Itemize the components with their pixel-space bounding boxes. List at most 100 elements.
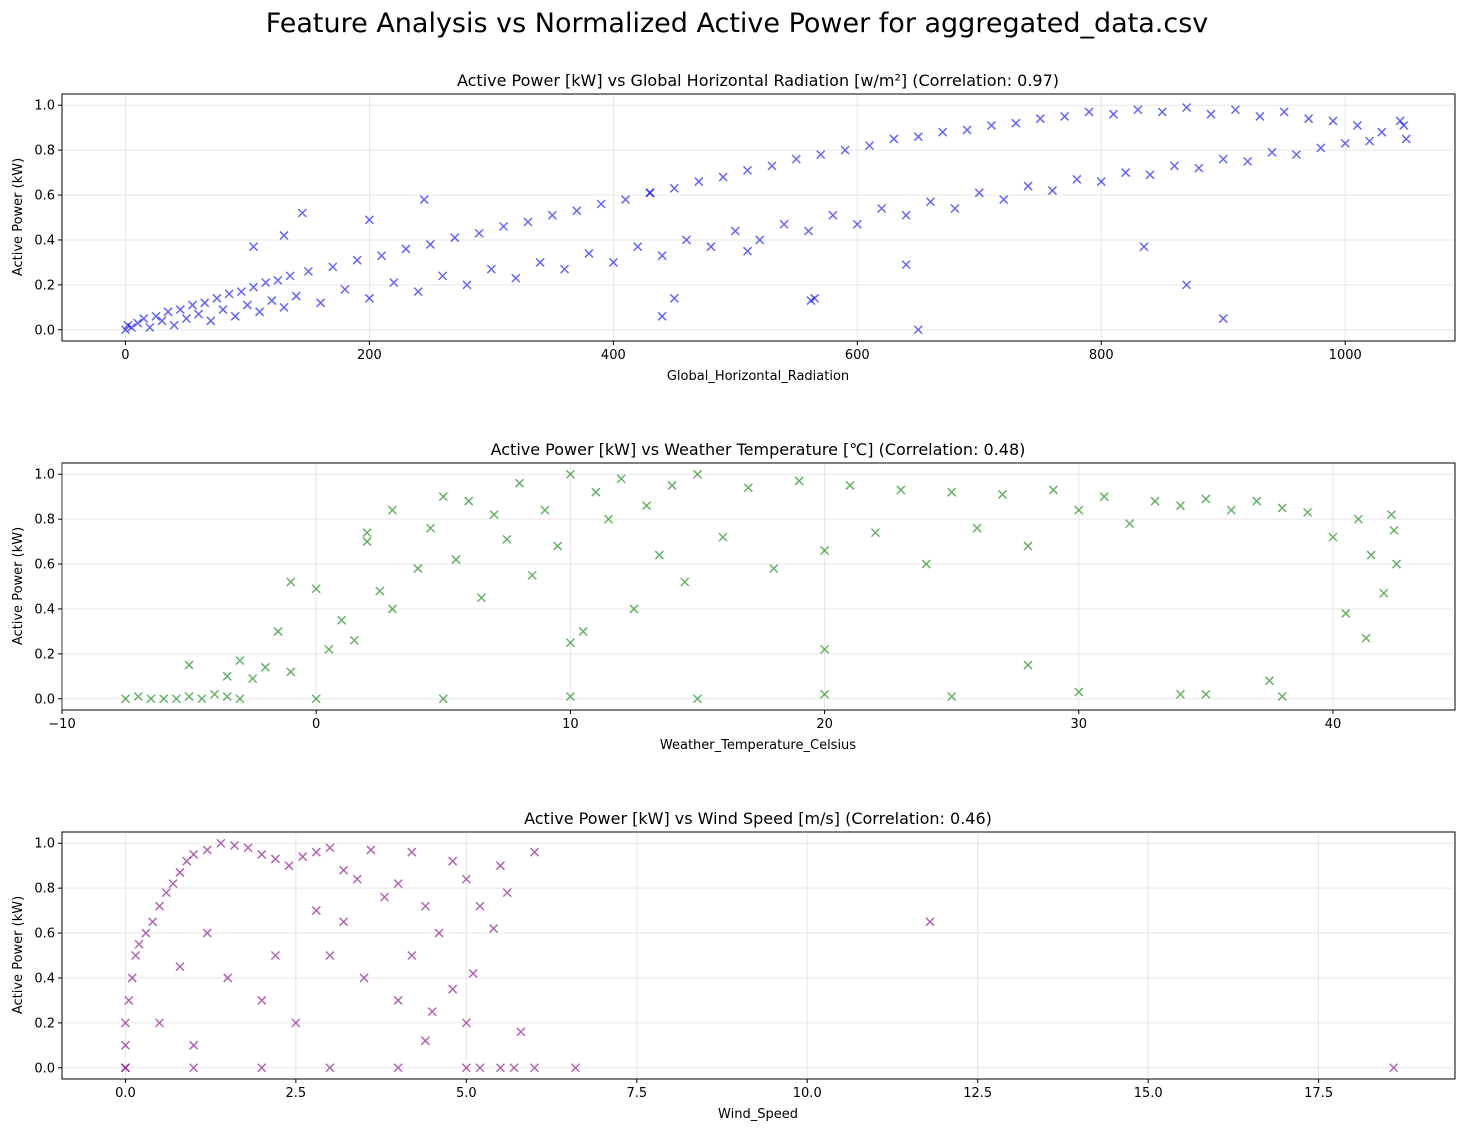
data-point <box>913 325 923 335</box>
data-point <box>476 593 486 603</box>
data-point <box>523 217 533 227</box>
data-point <box>159 694 169 704</box>
data-point <box>1255 111 1265 121</box>
data-point <box>515 478 525 488</box>
data-point <box>1023 181 1033 191</box>
data-point <box>529 847 540 857</box>
data-point <box>235 694 245 704</box>
data-point <box>584 248 594 258</box>
data-point <box>273 626 283 636</box>
data-point <box>425 239 435 249</box>
data-point <box>864 141 875 151</box>
data-point <box>1353 514 1363 524</box>
x-tick-label: 20 <box>816 717 833 732</box>
data-point <box>146 694 156 704</box>
data-point <box>339 865 349 875</box>
data-point <box>270 950 280 961</box>
data-point <box>224 289 234 299</box>
data-point <box>120 1063 130 1073</box>
data-point <box>950 203 960 214</box>
data-point <box>591 487 601 497</box>
data-point <box>974 188 984 198</box>
y-tick-label: 1.0 <box>34 468 55 483</box>
data-point <box>852 219 862 229</box>
panel-title: Active Power [kW] vs Wind Speed [m/s] (C… <box>524 809 992 828</box>
data-point <box>197 694 207 704</box>
data-point <box>438 492 448 502</box>
panel-temperature: Active Power [kW] vs Weather Temperature… <box>11 440 1456 753</box>
data-point <box>616 474 626 484</box>
data-point <box>311 584 321 594</box>
data-point <box>120 1040 130 1050</box>
data-point <box>1230 105 1240 115</box>
data-point <box>420 1036 430 1046</box>
data-point <box>769 564 779 574</box>
data-point <box>1121 168 1131 178</box>
data-point <box>1267 147 1277 157</box>
data-point <box>468 968 478 978</box>
data-point <box>540 505 550 515</box>
data-point <box>133 318 143 328</box>
data-point <box>475 901 485 911</box>
data-point <box>1291 150 1301 160</box>
data-point <box>820 644 830 654</box>
data-point <box>340 284 350 294</box>
data-point <box>840 145 850 155</box>
data-point <box>248 282 259 292</box>
data-point <box>947 691 957 702</box>
data-point <box>134 939 144 949</box>
data-point <box>279 302 289 312</box>
data-point <box>257 1063 267 1073</box>
data-point <box>242 300 252 310</box>
data-point <box>565 638 575 648</box>
data-point <box>1096 177 1106 187</box>
data-point <box>1361 633 1371 643</box>
data-point <box>1340 138 1350 148</box>
data-point <box>461 1063 471 1073</box>
panel-wind-speed: Active Power [kW] vs Wind Speed [m/s] (C… <box>11 809 1456 1122</box>
y-tick-label: 0.8 <box>34 144 55 159</box>
data-point <box>209 689 220 699</box>
data-point <box>1379 588 1389 598</box>
data-point <box>311 694 321 704</box>
data-point <box>755 235 765 245</box>
x-axis-label: Global_Horizontal_Radiation <box>667 369 849 384</box>
data-point <box>1011 118 1021 128</box>
data-point <box>189 1063 199 1073</box>
data-point <box>141 928 151 938</box>
data-point <box>202 845 212 855</box>
data-point <box>1133 105 1143 115</box>
x-tick-label: 1000 <box>1329 348 1362 363</box>
panel-radiation: Active Power [kW] vs Global Horizontal R… <box>11 71 1456 384</box>
y-tick-label: 0.6 <box>34 927 55 942</box>
y-tick-label: 0.4 <box>34 602 55 617</box>
data-point <box>419 195 429 205</box>
data-point <box>261 278 271 288</box>
data-point <box>438 271 448 281</box>
data-point <box>1072 174 1082 184</box>
data-point <box>362 528 372 538</box>
plot-area <box>61 462 1456 711</box>
x-tick-label: 5.0 <box>456 1086 477 1101</box>
data-point <box>718 532 728 542</box>
data-point <box>1399 120 1409 130</box>
data-point <box>1074 505 1084 515</box>
grid <box>61 463 1455 710</box>
data-point <box>1328 116 1338 126</box>
data-point <box>578 626 588 636</box>
data-point <box>297 208 307 218</box>
plot-area <box>61 831 1456 1080</box>
data-point <box>448 856 458 866</box>
data-point <box>1389 1063 1399 1073</box>
y-tick-label: 0.4 <box>34 233 55 248</box>
data-point <box>175 867 185 877</box>
data-point <box>413 564 423 574</box>
data-point <box>133 691 143 702</box>
data-point <box>1139 242 1149 252</box>
y-axis-label: Active Power (kW) <box>11 527 26 645</box>
data-point <box>222 691 232 702</box>
data-point <box>157 316 167 326</box>
data-point <box>316 298 326 308</box>
data-point <box>222 671 232 681</box>
data-point <box>202 928 212 938</box>
